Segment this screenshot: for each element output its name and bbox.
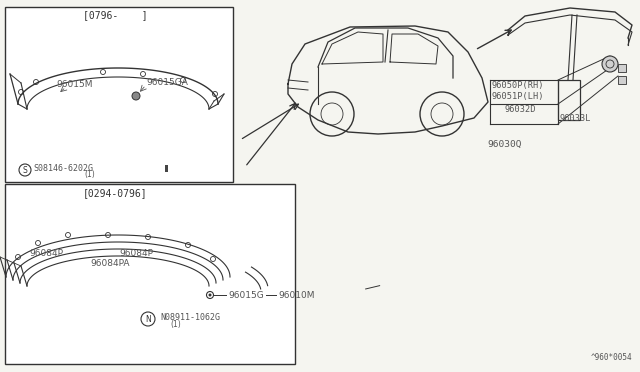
Bar bbox=[5, 184, 295, 364]
Circle shape bbox=[602, 56, 618, 72]
Text: 96015G: 96015G bbox=[228, 291, 264, 299]
Text: 96030Q: 96030Q bbox=[488, 140, 522, 149]
Text: 96050P(RH): 96050P(RH) bbox=[492, 81, 545, 90]
Text: 96033L: 96033L bbox=[560, 114, 591, 123]
Text: [0796-    ]: [0796- ] bbox=[83, 10, 147, 20]
Text: [0294-0796]: [0294-0796] bbox=[83, 188, 147, 198]
Text: 96084P: 96084P bbox=[119, 248, 153, 257]
Bar bbox=[5, 7, 233, 182]
Text: N: N bbox=[145, 314, 151, 324]
Text: 96084PA: 96084PA bbox=[90, 259, 130, 267]
Text: S: S bbox=[22, 166, 28, 174]
Circle shape bbox=[132, 92, 140, 100]
Bar bbox=[618, 76, 626, 84]
Bar bbox=[618, 64, 626, 72]
Text: (1): (1) bbox=[84, 170, 95, 179]
Text: 96084P: 96084P bbox=[29, 248, 63, 257]
Bar bbox=[558, 80, 580, 120]
Circle shape bbox=[209, 294, 211, 296]
Text: N08911-1062G: N08911-1062G bbox=[160, 312, 220, 321]
Bar bbox=[165, 165, 168, 172]
Text: 96015M: 96015M bbox=[56, 80, 93, 89]
Text: 96015GA: 96015GA bbox=[146, 77, 188, 87]
Text: ^960*0054: ^960*0054 bbox=[590, 353, 632, 362]
Text: 96032D: 96032D bbox=[505, 105, 536, 114]
Text: (1): (1) bbox=[171, 321, 181, 330]
Text: S08146-6202G: S08146-6202G bbox=[33, 164, 93, 173]
Text: 96051P(LH): 96051P(LH) bbox=[492, 92, 545, 101]
Text: 96010M: 96010M bbox=[278, 291, 314, 299]
